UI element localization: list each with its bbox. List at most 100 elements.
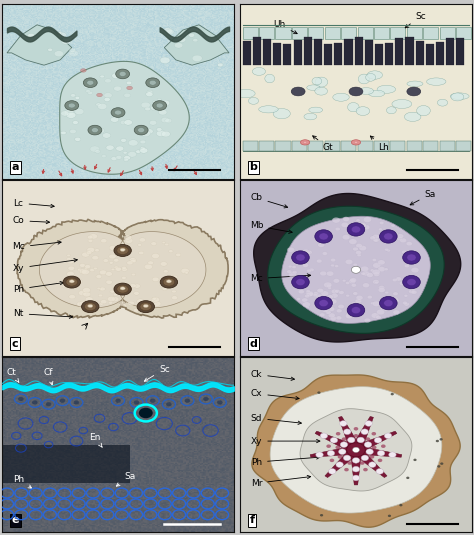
Ellipse shape — [114, 258, 119, 262]
Circle shape — [436, 440, 439, 442]
Circle shape — [413, 458, 417, 461]
Ellipse shape — [374, 238, 379, 242]
Ellipse shape — [301, 298, 308, 302]
Bar — [395, 39, 403, 65]
Ellipse shape — [145, 264, 153, 269]
Ellipse shape — [157, 98, 161, 101]
Ellipse shape — [377, 85, 396, 93]
Ellipse shape — [372, 269, 380, 275]
Ellipse shape — [163, 278, 175, 286]
Ellipse shape — [391, 224, 395, 227]
Circle shape — [317, 392, 320, 394]
Ellipse shape — [137, 299, 144, 303]
Ellipse shape — [161, 117, 170, 123]
Ellipse shape — [380, 307, 385, 310]
Polygon shape — [310, 446, 357, 457]
Circle shape — [73, 400, 79, 404]
Ellipse shape — [79, 291, 87, 296]
Circle shape — [372, 446, 376, 449]
Ellipse shape — [404, 294, 408, 297]
Text: Cx: Cx — [251, 389, 299, 400]
Ellipse shape — [149, 80, 156, 85]
Ellipse shape — [88, 250, 93, 253]
Ellipse shape — [309, 268, 314, 272]
Ellipse shape — [134, 284, 140, 288]
Ellipse shape — [298, 289, 304, 294]
Ellipse shape — [166, 285, 171, 288]
Ellipse shape — [145, 107, 151, 111]
Ellipse shape — [103, 259, 109, 262]
Text: Sa: Sa — [116, 472, 135, 486]
Bar — [243, 27, 258, 39]
Ellipse shape — [96, 275, 102, 278]
Bar — [357, 141, 373, 151]
Ellipse shape — [163, 270, 168, 273]
Ellipse shape — [68, 103, 75, 108]
Ellipse shape — [365, 73, 376, 81]
Ellipse shape — [61, 111, 69, 116]
Text: Sa: Sa — [410, 190, 436, 205]
Ellipse shape — [126, 81, 132, 85]
Bar — [456, 37, 465, 65]
Text: Co: Co — [13, 216, 50, 225]
Bar — [275, 27, 291, 39]
Ellipse shape — [376, 316, 381, 319]
Ellipse shape — [92, 256, 99, 260]
Ellipse shape — [339, 291, 344, 294]
Ellipse shape — [351, 284, 356, 287]
Ellipse shape — [156, 131, 166, 136]
Ellipse shape — [124, 156, 130, 160]
Ellipse shape — [328, 287, 331, 289]
Ellipse shape — [120, 248, 125, 251]
Ellipse shape — [415, 276, 419, 279]
Ellipse shape — [333, 279, 340, 283]
Ellipse shape — [406, 242, 412, 246]
Ellipse shape — [306, 305, 310, 308]
Ellipse shape — [97, 287, 101, 289]
Text: f: f — [250, 515, 255, 525]
Circle shape — [391, 393, 394, 395]
Ellipse shape — [65, 101, 79, 110]
Polygon shape — [39, 232, 206, 308]
Text: Xy: Xy — [251, 437, 320, 446]
Bar — [253, 37, 261, 65]
Ellipse shape — [77, 269, 82, 271]
Circle shape — [365, 442, 372, 447]
Ellipse shape — [417, 105, 430, 116]
Ellipse shape — [172, 296, 177, 300]
Ellipse shape — [393, 292, 398, 295]
Ellipse shape — [378, 266, 385, 272]
Ellipse shape — [265, 74, 274, 83]
Ellipse shape — [316, 300, 320, 303]
Circle shape — [374, 438, 382, 443]
Ellipse shape — [64, 110, 74, 116]
Circle shape — [384, 433, 392, 439]
Bar — [243, 141, 258, 151]
Ellipse shape — [87, 80, 94, 85]
Ellipse shape — [411, 290, 417, 294]
Ellipse shape — [114, 244, 131, 256]
Ellipse shape — [160, 262, 167, 266]
Circle shape — [365, 421, 373, 426]
Polygon shape — [60, 62, 189, 174]
Ellipse shape — [131, 273, 136, 276]
Ellipse shape — [136, 150, 141, 154]
Circle shape — [384, 233, 393, 240]
Ellipse shape — [61, 39, 71, 44]
Ellipse shape — [330, 258, 336, 262]
Polygon shape — [315, 431, 359, 454]
Ellipse shape — [327, 284, 332, 288]
Circle shape — [372, 432, 376, 435]
Ellipse shape — [128, 151, 137, 157]
Polygon shape — [325, 447, 360, 478]
Ellipse shape — [87, 235, 93, 239]
Ellipse shape — [110, 290, 115, 293]
Ellipse shape — [349, 87, 363, 96]
Bar — [275, 141, 291, 151]
Bar — [423, 27, 438, 39]
Ellipse shape — [163, 28, 173, 34]
Ellipse shape — [306, 250, 312, 255]
Ellipse shape — [362, 271, 370, 276]
Ellipse shape — [349, 239, 357, 244]
Circle shape — [403, 251, 420, 264]
